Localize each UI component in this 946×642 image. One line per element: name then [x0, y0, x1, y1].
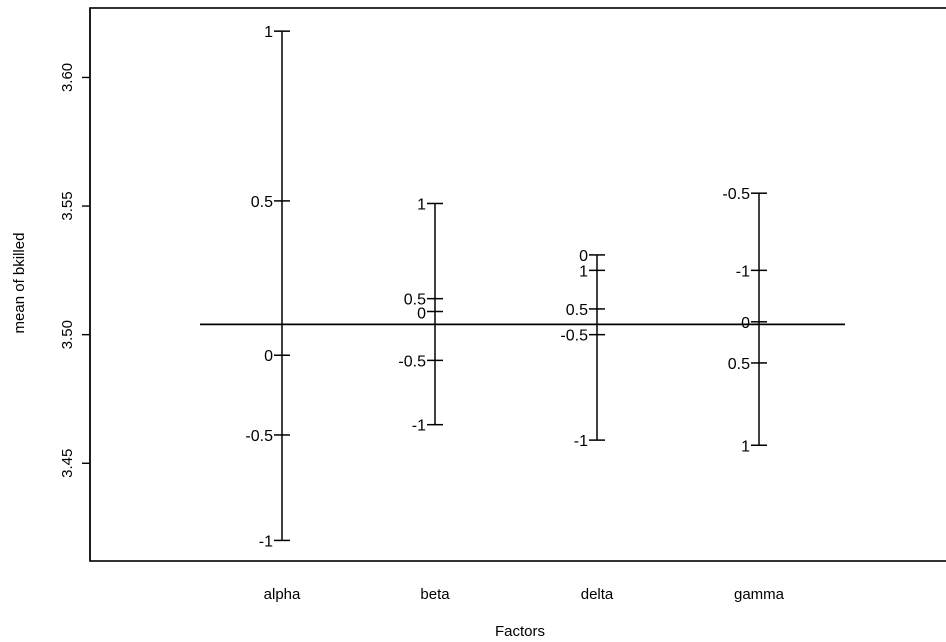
level-label: 1 — [579, 263, 588, 280]
level-label: 0 — [417, 306, 426, 323]
level-label: 0 — [741, 315, 750, 332]
factor-gamma: -0.5 -1 0 0.5 1 — [722, 186, 767, 455]
level-label: 0.5 — [566, 302, 588, 319]
level-label: -1 — [736, 263, 750, 280]
level-label: -1 — [412, 418, 426, 435]
plot-frame — [89, 7, 946, 562]
factor-bars: 10.50-0.5-110.50-0.5-1010.5-0.5-1-0.5-10… — [245, 24, 767, 550]
level-label: 0.5 — [728, 356, 750, 373]
level-label: 1 — [741, 438, 750, 455]
x-tick-label: beta — [420, 586, 450, 603]
y-tick-label: 3.60 — [59, 63, 76, 92]
x-tick-labels: alpha beta delta gamma — [264, 586, 785, 603]
y-tick-label: 3.55 — [59, 191, 76, 220]
level-label: 1 — [264, 24, 273, 41]
level-label: -0.5 — [560, 328, 588, 345]
y-axis: 3.45 3.50 3.55 3.60 — [59, 8, 91, 561]
level-label: 1 — [417, 196, 426, 213]
x-axis-title: Factors — [495, 623, 545, 640]
factor-alpha: 1 0.5 0 -0.5 -1 — [245, 24, 290, 550]
level-label: 0 — [579, 248, 588, 265]
level-label: -1 — [574, 433, 588, 450]
y-tick-label: 3.50 — [59, 320, 76, 349]
x-tick-label: alpha — [264, 586, 301, 603]
level-label: 0 — [264, 348, 273, 365]
factor-beta: 1 0.50 -0.5 -1 — [398, 196, 443, 435]
level-label: -0.5 — [398, 353, 426, 370]
x-tick-label: delta — [581, 586, 614, 603]
level-label: -0.5 — [245, 428, 273, 445]
x-tick-label: gamma — [734, 586, 785, 603]
level-label: 0.5 — [404, 292, 426, 309]
factor-delta: 01 0.5 -0.5 -1 — [560, 248, 605, 450]
y-tick-label: 3.45 — [59, 449, 76, 478]
level-label: 0.5 — [251, 194, 273, 211]
y-axis-title: mean of bkilled — [11, 233, 28, 334]
level-label: -0.5 — [722, 186, 750, 203]
level-label: -1 — [259, 533, 273, 550]
